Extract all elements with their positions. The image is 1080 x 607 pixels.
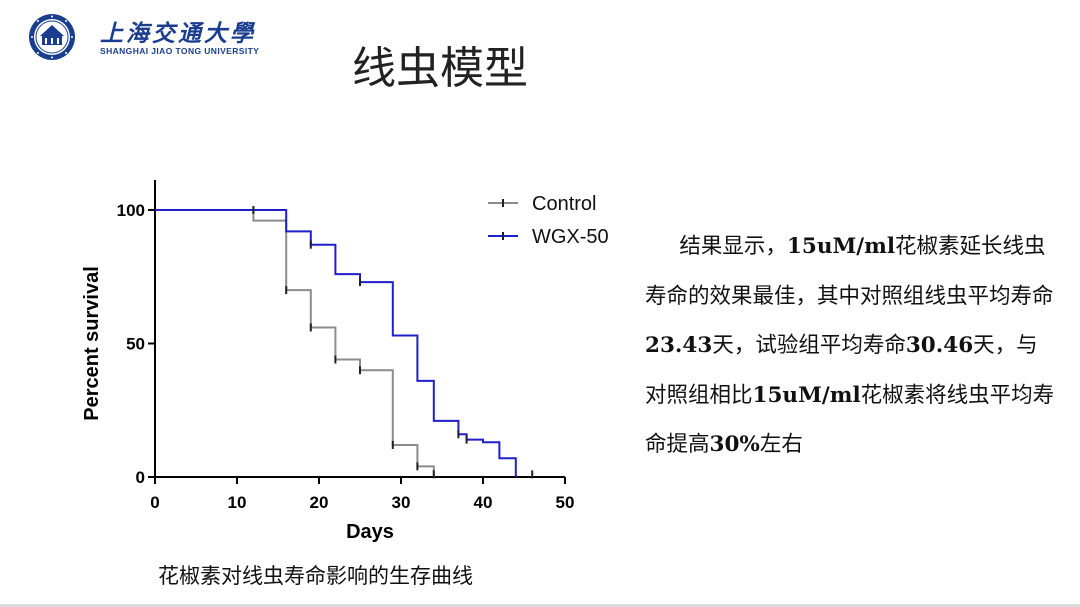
y-tick-label: 50: [126, 335, 145, 354]
x-tick-label: 0: [150, 493, 159, 512]
legend-label: WGX-50: [532, 226, 609, 248]
result-value: 30%: [709, 432, 760, 457]
x-tick-label: 40: [474, 493, 493, 512]
x-axis-title: Days: [346, 521, 394, 543]
page-title: 线虫模型: [352, 43, 528, 94]
result-text-segment: 天，试验组平均寿命: [712, 333, 906, 358]
legend-label: Control: [532, 193, 596, 215]
survival-chart: 0 10 20 30 40 50 0 50 100 Days Percent survival Co…: [81, 180, 609, 543]
x-tick-label: 20: [310, 493, 329, 512]
bottom-divider: [0, 604, 1080, 607]
result-paragraph: 结果显示，15uM/ml花椒素延长线虫寿命的效果最佳，其中对照组线虫平均寿命23…: [645, 222, 1057, 470]
result-text-segment: 花椒素延长线虫寿命的效果最佳，其中对照组线虫平均寿命: [645, 234, 1054, 309]
university-seal-icon: [29, 14, 75, 60]
university-logo: 上海交通大學 SHANGHAI JIAO TONG UNIVERSITY: [22, 12, 262, 62]
x-tick-label: 50: [556, 493, 575, 512]
result-value: 23.43: [645, 333, 713, 358]
chart-series: [155, 206, 534, 479]
chart-legend: Control WGX-50: [488, 193, 609, 248]
logo-chinese-name: 上海交通大學: [100, 20, 256, 47]
chart-axes: 0 10 20 30 40 50 0 50 100 Days Percent survival: [81, 180, 574, 543]
x-tick-label: 30: [392, 493, 411, 512]
y-tick-label: 0: [136, 468, 145, 487]
result-text-segment: 结果显示，: [679, 234, 787, 259]
y-axis-title: Percent survival: [81, 266, 103, 421]
result-text-segment: 天，与对照组相比: [645, 333, 1038, 408]
result-text-segment: 左右: [759, 432, 803, 457]
result-text-segment: 花椒素将线虫平均寿命提高: [645, 382, 1055, 458]
result-value: 30.46: [905, 333, 974, 358]
result-value: 15uM/ml: [752, 382, 861, 408]
y-tick-label: 100: [117, 201, 145, 220]
result-text: 结果显示，15uM/ml花椒素延长线虫寿命的效果最佳，其中对照组线虫平均寿命23…: [645, 222, 1057, 470]
series-line-control: [155, 209, 435, 477]
x-tick-label: 10: [228, 493, 247, 512]
result-value: 15uM/ml: [786, 234, 896, 259]
chart-caption: 花椒素对线虫寿命影响的生存曲线: [158, 564, 473, 588]
logo-english-name: SHANGHAI JIAO TONG UNIVERSITY: [100, 46, 260, 56]
